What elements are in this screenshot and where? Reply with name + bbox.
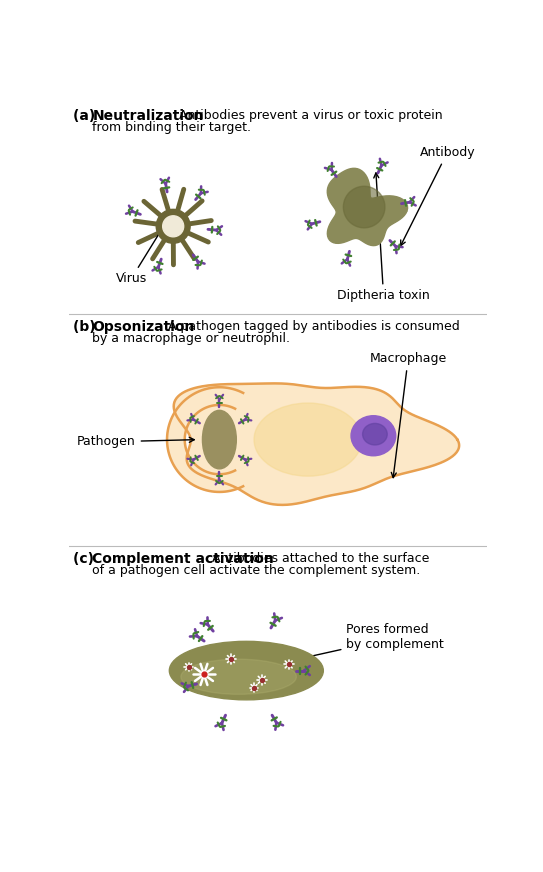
Ellipse shape xyxy=(351,416,396,456)
Text: Pathogen: Pathogen xyxy=(77,435,194,448)
Text: from binding their target.: from binding their target. xyxy=(92,121,251,133)
Circle shape xyxy=(156,209,190,243)
Text: Virus: Virus xyxy=(116,221,167,285)
Text: Antibody: Antibody xyxy=(401,146,475,246)
Text: A pathogen tagged by antibodies is consumed: A pathogen tagged by antibodies is consu… xyxy=(160,320,460,333)
Ellipse shape xyxy=(363,424,387,445)
Ellipse shape xyxy=(254,403,362,476)
Text: Neutralization: Neutralization xyxy=(92,109,204,123)
Ellipse shape xyxy=(203,411,236,469)
Text: (c): (c) xyxy=(73,552,99,566)
Text: Opsonization: Opsonization xyxy=(92,320,195,334)
Text: (b): (b) xyxy=(73,320,100,334)
Point xyxy=(184,660,193,674)
Point xyxy=(285,657,293,671)
Ellipse shape xyxy=(169,641,323,700)
Polygon shape xyxy=(174,384,459,505)
Text: Diptheria toxin: Diptheria toxin xyxy=(337,173,430,303)
Text: Complement activation: Complement activation xyxy=(92,552,274,566)
Text: Pores formed
by complement: Pores formed by complement xyxy=(216,623,444,678)
Polygon shape xyxy=(343,187,385,228)
Text: Macrophage: Macrophage xyxy=(370,352,447,478)
Point xyxy=(250,680,258,694)
Text: Antibodies prevent a virus or toxic protein: Antibodies prevent a virus or toxic prot… xyxy=(171,109,443,122)
Circle shape xyxy=(163,215,184,237)
Point xyxy=(226,652,235,666)
Text: of a pathogen cell activate the complement system.: of a pathogen cell activate the compleme… xyxy=(92,563,421,576)
Text: Antibodies attached to the surface: Antibodies attached to the surface xyxy=(92,552,430,565)
Ellipse shape xyxy=(181,659,296,694)
Polygon shape xyxy=(327,168,408,246)
Point xyxy=(257,673,266,687)
Text: by a macrophage or neutrophil.: by a macrophage or neutrophil. xyxy=(92,331,291,344)
Text: (a): (a) xyxy=(73,109,100,123)
Polygon shape xyxy=(167,387,243,492)
Point xyxy=(200,667,209,681)
